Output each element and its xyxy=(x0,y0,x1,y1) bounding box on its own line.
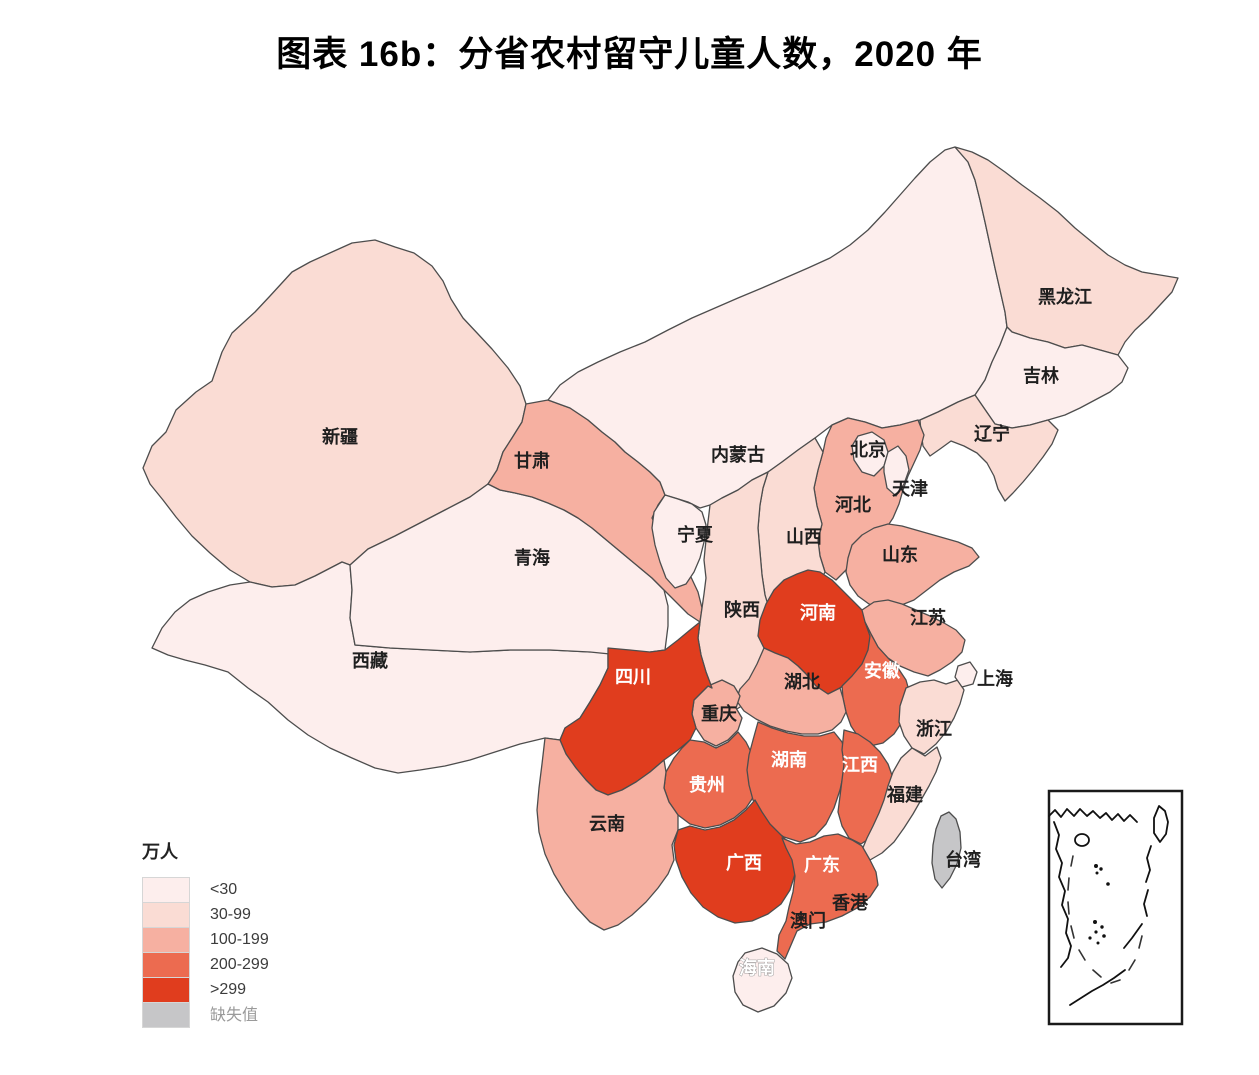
south-china-sea-inset xyxy=(1047,789,1184,1026)
legend-swatch-gt299 xyxy=(142,977,190,1003)
province-label-guangxi: 广西 xyxy=(726,852,762,874)
province-label-chongqing: 重庆 xyxy=(701,703,737,725)
province-label-shanxi: 山西 xyxy=(786,527,822,548)
province-label-jiangsu: 江苏 xyxy=(910,607,946,629)
province-label-shanghai: 上海 xyxy=(977,668,1013,690)
legend-label-missing: 缺失值 xyxy=(210,1005,259,1024)
province-guangdong xyxy=(776,833,879,960)
legend-swatch-lt30 xyxy=(142,877,190,903)
province-label-guangdong: 广东 xyxy=(804,854,840,876)
figure-title: 图表 16b：分省农村留守儿童人数，2020 年 xyxy=(276,35,983,74)
province-label-qinghai: 青海 xyxy=(514,547,550,569)
province-label-heilongjiang: 黑龙江 xyxy=(1038,286,1092,308)
province-label-taiwan: 台湾 xyxy=(945,849,981,871)
province-label-neimenggu: 内蒙古 xyxy=(711,444,765,466)
province-label-jiangxi: 江西 xyxy=(842,755,878,776)
legend-label-lt30: <30 xyxy=(210,881,238,898)
province-hunan xyxy=(746,721,847,843)
province-label-hunan: 湖南 xyxy=(771,749,807,771)
legend-swatch-missing xyxy=(142,1002,190,1028)
province-taiwan xyxy=(931,811,962,889)
place-label-hongkong: 香港 xyxy=(831,893,869,914)
inset-dashed-boundary xyxy=(1067,855,1143,984)
legend-swatch-200-299 xyxy=(142,952,190,978)
legend-label-100-199: 100-199 xyxy=(210,931,269,948)
province-beijing xyxy=(851,431,889,477)
province-ningxia xyxy=(651,494,707,589)
province-shapes xyxy=(142,146,1179,1013)
place-label-macau: 澳门 xyxy=(790,910,826,932)
province-label-hainan: 海南 xyxy=(739,957,775,979)
province-fujian xyxy=(861,746,942,861)
inset-island-groups xyxy=(1088,864,1110,945)
province-label-sichuan: 四川 xyxy=(615,667,651,688)
province-label-liaoning: 辽宁 xyxy=(974,423,1010,445)
province-label-hebei: 河北 xyxy=(835,495,871,516)
inset-frame xyxy=(1047,789,1184,1026)
province-heilongjiang xyxy=(954,146,1179,356)
province-label-gansu: 甘肃 xyxy=(514,450,550,472)
province-label-xizang: 西藏 xyxy=(352,651,388,672)
province-anhui xyxy=(841,621,911,747)
legend-swatch-30-99 xyxy=(142,902,190,928)
province-label-jilin: 吉林 xyxy=(1023,365,1059,387)
province-zhejiang xyxy=(898,679,965,755)
province-label-shaanxi: 陕西 xyxy=(724,599,760,621)
legend-unit-label: 万人 xyxy=(142,842,178,863)
province-hainan xyxy=(732,947,793,1013)
province-label-ningxia: 宁夏 xyxy=(677,524,714,546)
province-shanghai xyxy=(954,661,978,688)
province-yunnan xyxy=(536,737,679,931)
map-legend: 万人 <30 30-99 100-199 200-299 >299 缺失值 xyxy=(142,838,269,1028)
legend-swatches xyxy=(142,877,190,1028)
province-tianjin xyxy=(883,445,910,497)
province-label-zhejiang: 浙江 xyxy=(916,718,952,740)
province-label-tianjin: 天津 xyxy=(892,478,928,500)
legend-labels: <30 30-99 100-199 200-299 >299 缺失值 xyxy=(210,878,269,1028)
province-labels: 新疆 西藏 青海 甘肃 内蒙古 黑龙江 吉林 辽宁 河北 北京 天津 山西 陕西… xyxy=(322,286,1092,979)
legend-swatch-100-199 xyxy=(142,927,190,953)
province-label-beijing: 北京 xyxy=(850,439,886,461)
province-label-xinjiang: 新疆 xyxy=(322,426,358,448)
province-label-hubei: 湖北 xyxy=(784,672,820,693)
province-label-shandong: 山东 xyxy=(882,544,918,566)
inset-coastlines xyxy=(1048,805,1169,1006)
legend-label-200-299: 200-299 xyxy=(210,956,269,973)
province-jilin xyxy=(974,326,1129,429)
province-sichuan xyxy=(559,621,713,796)
province-label-fujian: 福建 xyxy=(886,784,923,806)
province-label-guizhou: 贵州 xyxy=(689,775,725,796)
province-shandong xyxy=(845,523,980,609)
province-label-yunnan: 云南 xyxy=(589,813,625,835)
legend-label-gt299: >299 xyxy=(210,981,247,998)
province-label-anhui: 安徽 xyxy=(864,660,901,682)
province-label-henan: 河南 xyxy=(800,602,836,624)
legend-label-30-99: 30-99 xyxy=(210,906,251,923)
